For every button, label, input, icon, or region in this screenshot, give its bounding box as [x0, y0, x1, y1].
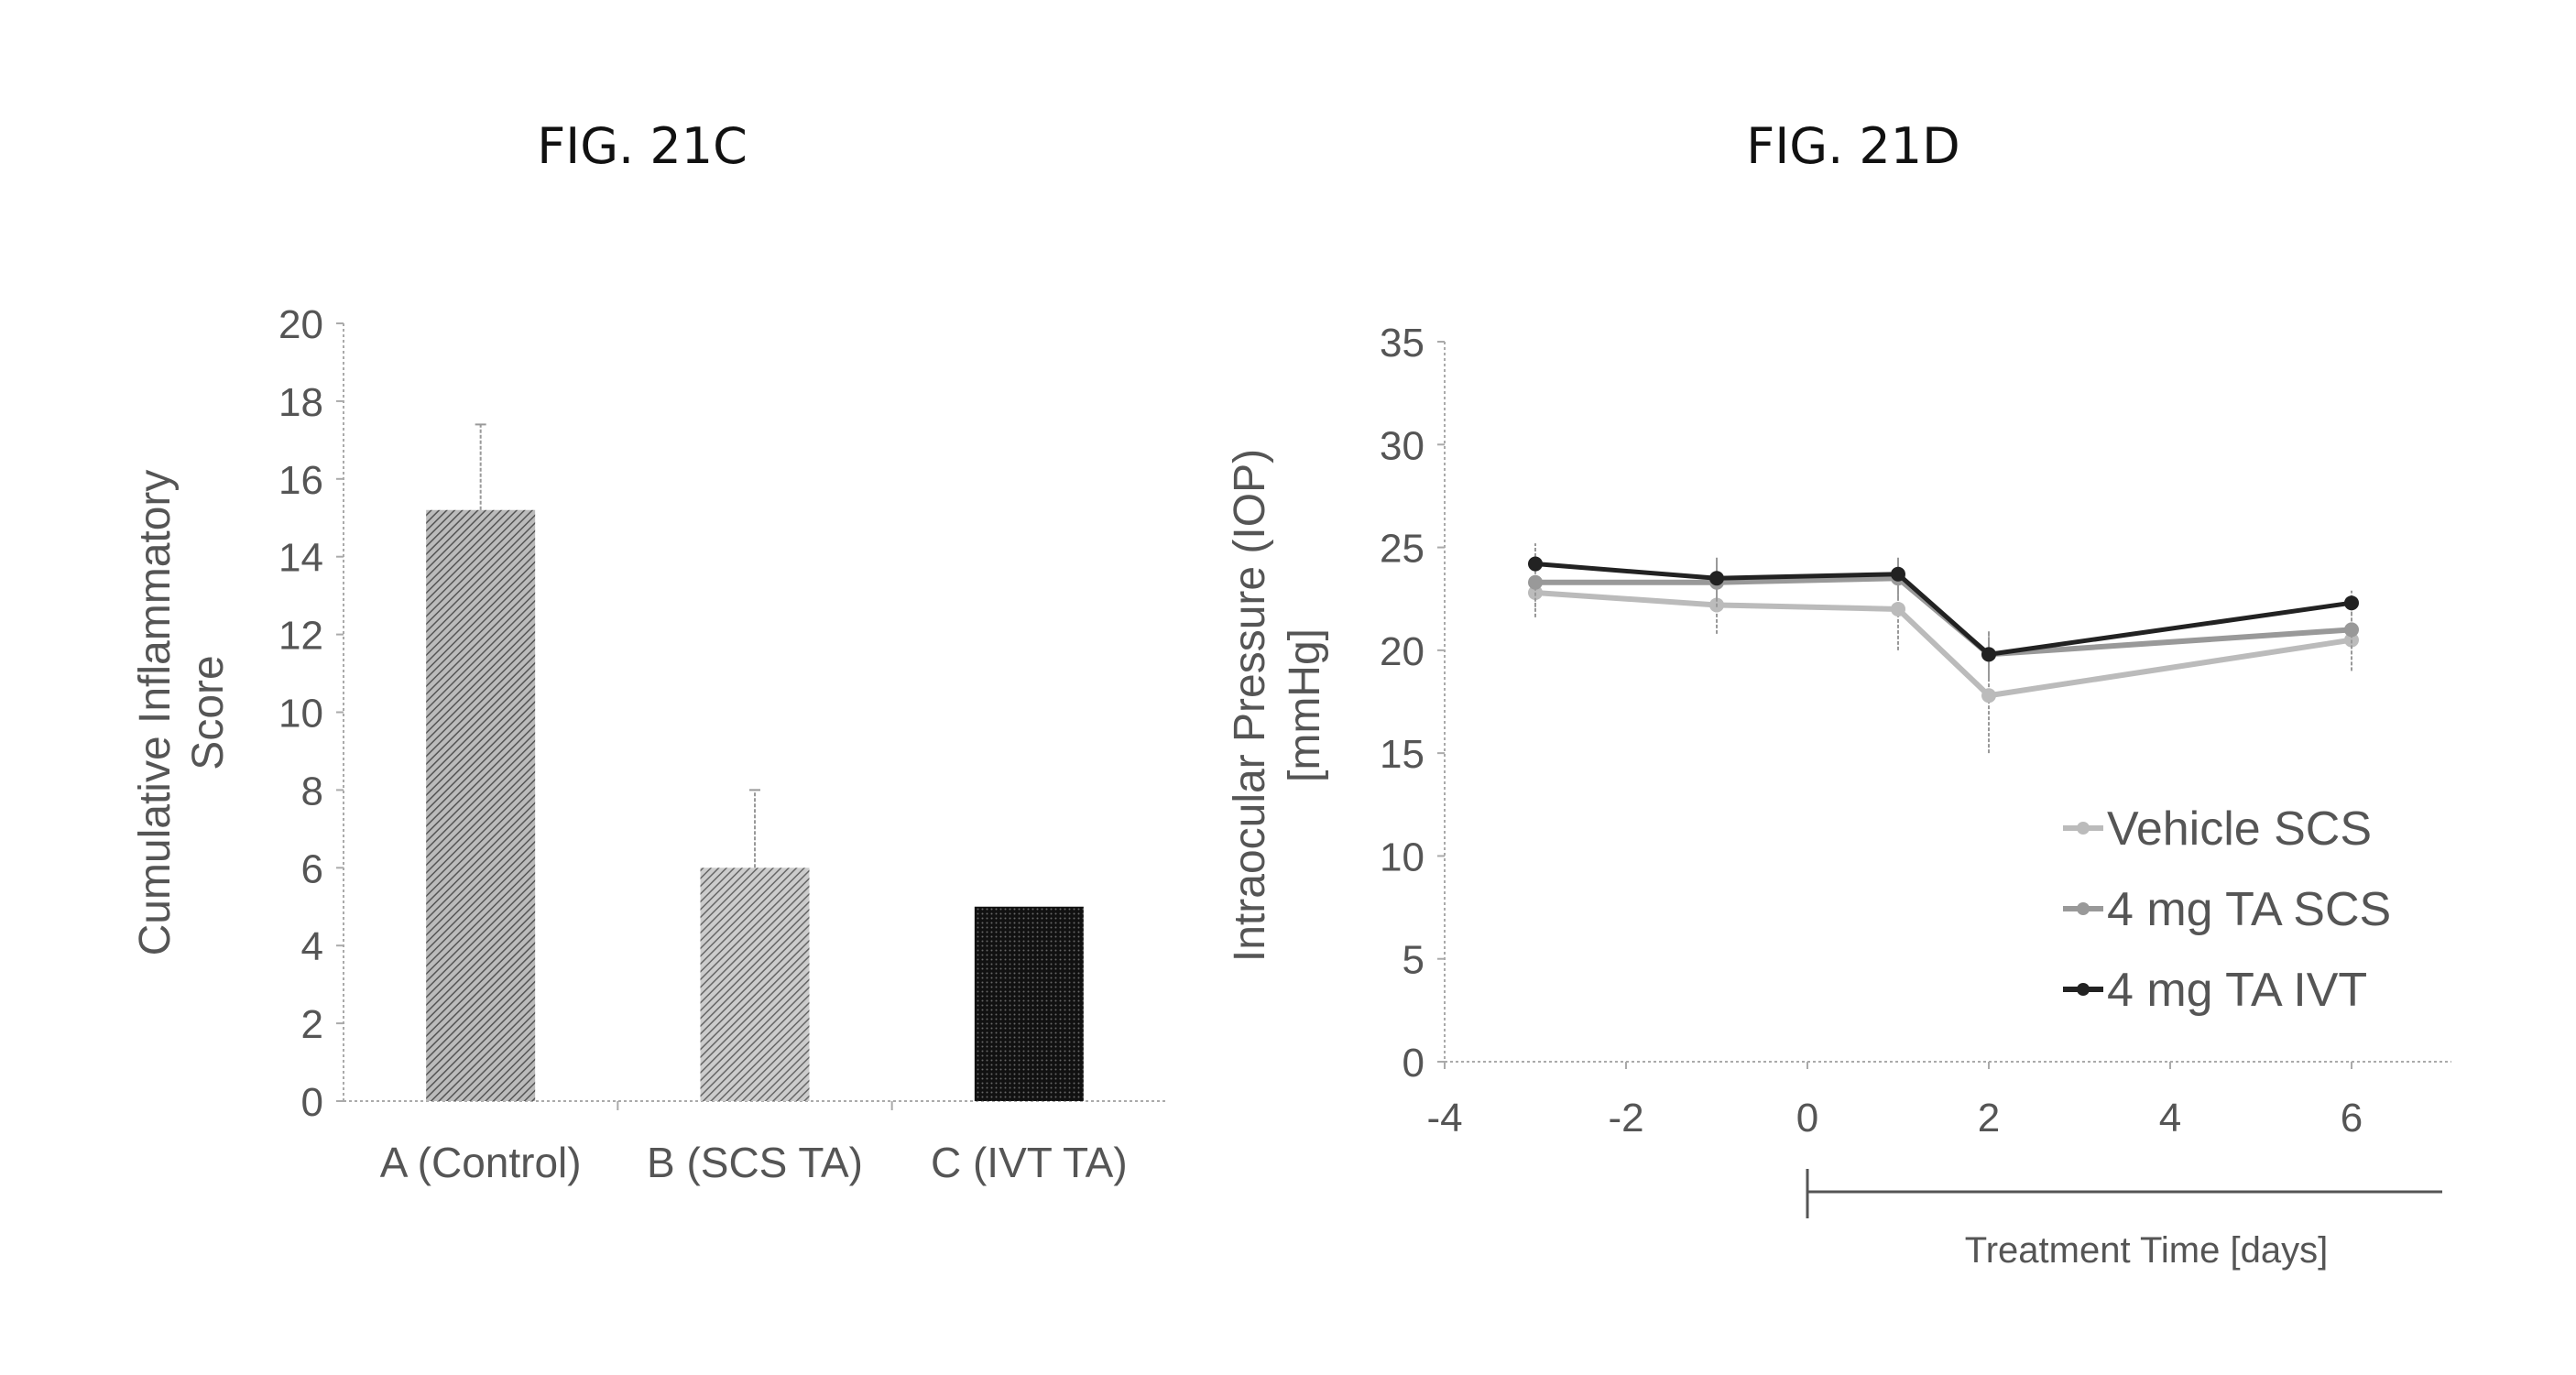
data-point — [1528, 556, 1543, 572]
y-tick-label: 0 — [1403, 1041, 1424, 1086]
legend-marker — [2077, 983, 2090, 996]
fig-21c-title: FIG. 21C — [537, 117, 748, 175]
x-axis-label: Treatment Time [days] — [1965, 1230, 2328, 1271]
y-tick-label: 16 — [278, 458, 323, 503]
y-tick-label: 2 — [301, 1002, 323, 1047]
y-tick-label: 8 — [301, 769, 323, 813]
x-tick-label: 2 — [1978, 1096, 2000, 1140]
y-tick-label: 15 — [1380, 732, 1424, 777]
y-axis-label-line: [mmHg] — [1281, 628, 1329, 782]
y-tick-label: 4 — [301, 924, 323, 969]
y-axis-label: Cumulative Inflammatory Score — [131, 470, 233, 956]
y-axis-label-line: Intraocular Pressure (IOP) — [1226, 449, 1274, 962]
y-tick-label: 20 — [1380, 629, 1424, 674]
bar — [426, 509, 536, 1101]
bar — [974, 906, 1084, 1101]
x-tick-label: -2 — [1608, 1096, 1643, 1140]
series-line — [1534, 589, 2352, 699]
data-point — [1709, 571, 1724, 586]
x-tick-label: 0 — [1796, 1096, 1818, 1140]
data-point — [2344, 622, 2359, 638]
y-axis-label: Intraocular Pressure (IOP) [mmHg] — [1226, 449, 1329, 962]
y-axis-label-line: Cumulative Inflammatory — [131, 470, 180, 956]
series-line — [1534, 562, 2352, 657]
y-tick-label: 30 — [1380, 423, 1424, 468]
fig-21d-title: FIG. 21D — [1746, 117, 1959, 175]
legend-label: 4 mg TA SCS — [2107, 883, 2391, 936]
y-tick-label: 6 — [301, 846, 323, 891]
x-tick-label: 4 — [2159, 1096, 2181, 1140]
x-tick-label: -4 — [1426, 1096, 1462, 1140]
data-point — [1981, 688, 1996, 704]
x-tick-label: 6 — [2341, 1096, 2363, 1140]
x-tick-label: A (Control) — [380, 1139, 582, 1186]
data-point — [1891, 566, 1905, 582]
bar — [700, 868, 810, 1101]
y-tick-label: 14 — [278, 536, 323, 581]
y-tick-label: 18 — [278, 380, 323, 425]
y-tick-label: 20 — [278, 302, 323, 347]
legend-label: Vehicle SCS — [2107, 802, 2372, 856]
x-tick-label: B (SCS TA) — [647, 1139, 863, 1186]
x-tick-label: C (IVT TA) — [931, 1139, 1128, 1186]
y-tick-label: 10 — [1380, 835, 1424, 879]
y-axis-label-line: Score — [184, 655, 233, 769]
legend-marker — [2077, 822, 2090, 835]
data-point — [2344, 595, 2359, 611]
y-tick-label: 25 — [1380, 527, 1424, 572]
line-chart: 0 5 10 15 20 25 30 35 -4 -2 0 2 4 6 Vehicle SCS 4 mg TA… — [1226, 321, 2451, 1271]
y-tick-label: 35 — [1380, 321, 1424, 366]
data-point — [1981, 647, 1996, 662]
data-point — [1891, 601, 1905, 617]
legend-label: 4 mg TA IVT — [2107, 964, 2367, 1017]
y-tick-label: 5 — [1403, 938, 1424, 983]
legend-marker — [2077, 902, 2090, 915]
y-tick-label: 12 — [278, 614, 323, 659]
y-tick-label: 0 — [301, 1080, 323, 1125]
y-tick-label: 10 — [278, 692, 323, 737]
bar-chart: 0 2 4 6 8 10 12 14 16 18 20 A (Control) B (SCS TA) C … — [131, 302, 1166, 1186]
